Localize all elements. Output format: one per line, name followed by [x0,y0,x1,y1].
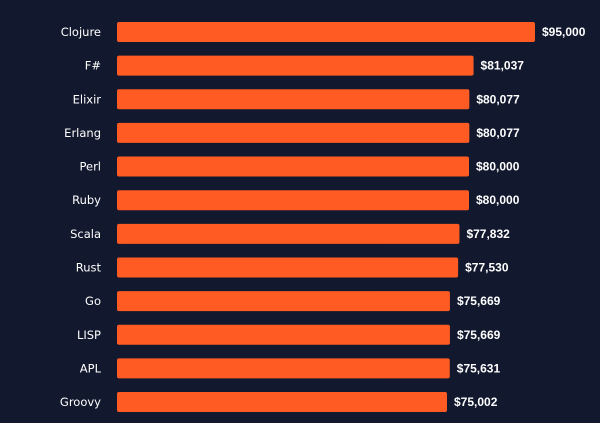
category-label-ruby: Ruby [72,193,101,207]
category-label-scala: Scala [70,227,101,241]
value-label-rust: $77,530 [465,260,509,274]
bar-fsharp [117,55,474,76]
category-label-lisp: LISP [77,328,101,342]
bar-go [117,291,450,312]
bar-ruby [117,190,469,211]
value-label-groovy: $75,002 [454,395,498,409]
category-label-erlang: Erlang [64,126,101,140]
bar-clojure [117,22,535,42]
category-label-perl: Perl [79,160,101,174]
value-label-perl: $80,000 [476,160,520,174]
category-label-elixir: Elixir [73,92,102,106]
value-label-clojure: $95,000 [542,25,586,39]
bar-erlang [117,122,470,143]
category-label-rust: Rust [76,260,102,274]
value-label-elixir: $80,077 [476,92,520,106]
bar-elixir [117,89,470,110]
value-label-erlang: $80,077 [476,126,520,140]
bar-lisp [117,324,450,345]
bar-apl [117,358,450,379]
bar-perl [117,156,469,177]
bar-scala [117,223,460,244]
bar-groovy [117,392,448,413]
value-label-apl: $75,631 [457,361,501,375]
value-label-go: $75,669 [457,294,501,308]
category-label-apl: APL [80,361,102,375]
bar-rust [117,257,459,278]
value-label-scala: $77,832 [466,227,510,241]
category-label-clojure: Clojure [61,25,101,39]
value-label-ruby: $80,000 [476,193,520,207]
category-label-groovy: Groovy [60,395,101,409]
value-label-fsharp: $81,037 [481,59,525,73]
category-label-fsharp: F# [85,59,101,73]
value-label-lisp: $75,669 [457,328,501,342]
category-label-go: Go [85,294,101,308]
